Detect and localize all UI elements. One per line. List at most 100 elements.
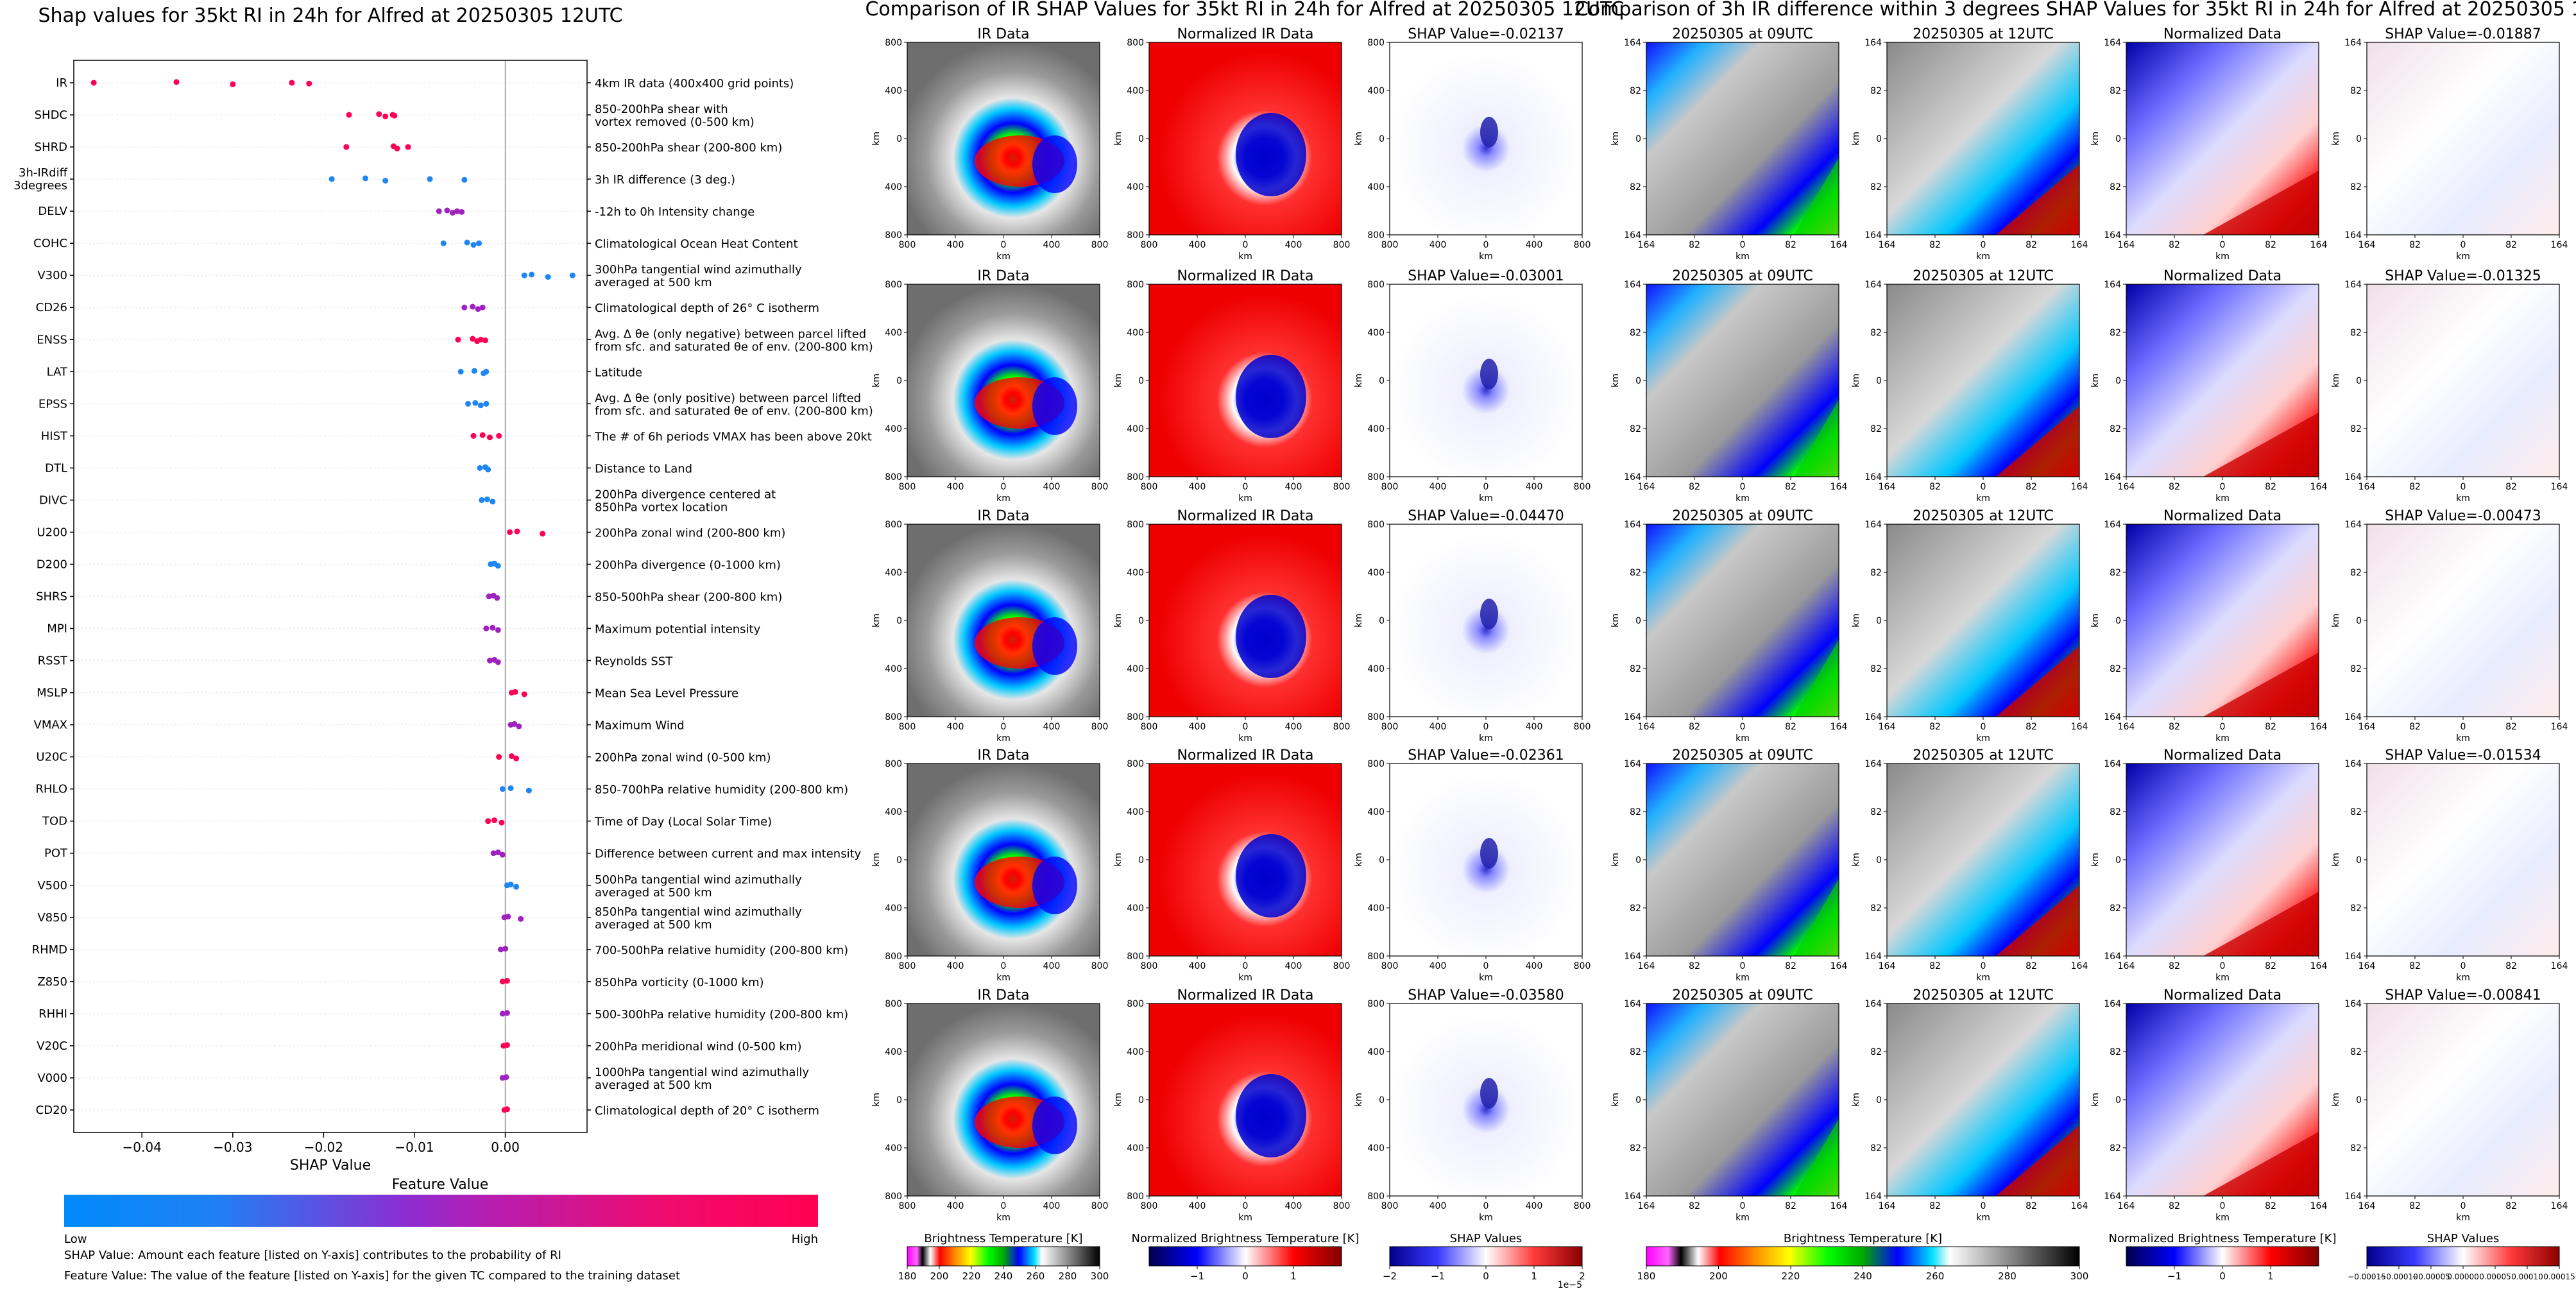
x-tick-label: 164 [2118, 1201, 2135, 1211]
y-tick-label: 82 [1870, 664, 1882, 674]
feature-description: Climatological depth of 26° C isotherm [595, 302, 819, 315]
x-tick-label: 400 [1429, 240, 1447, 250]
y-tick-label: 164 [1624, 952, 1641, 962]
x-axis-unit: km [1238, 252, 1252, 262]
x-tick-label: 82 [1785, 1201, 1796, 1211]
x-tick-label: 164 [1830, 961, 1848, 971]
y-tick-label: 164 [2104, 280, 2121, 290]
shap-point [436, 208, 442, 214]
colorbar-label-nbt2: Normalized Brightness Temperature [K] [2109, 1232, 2337, 1245]
x-tick-label: 164 [2551, 482, 2568, 492]
y-tick-label: 800 [1127, 952, 1144, 962]
x-tick-label: 164 [1879, 240, 1896, 250]
colorbar-tick-label: 200 [1709, 1270, 1728, 1282]
x-axis-unit: km [1479, 1213, 1493, 1223]
x-tick-label: 164 [1879, 961, 1896, 971]
colorbar-tick-label: −2 [1383, 1270, 1397, 1282]
x-tick-label: 164 [1830, 240, 1848, 250]
panel-title-t09: 20250305 at 09UTC [1672, 268, 1813, 284]
x-tick-label: 164 [2118, 961, 2135, 971]
y-axis-unit: km [1113, 373, 1123, 388]
y-tick-label: 164 [2104, 999, 2121, 1009]
y-tick-label: 0 [896, 1095, 902, 1105]
y-tick-label: 164 [1864, 38, 1882, 48]
x-tick-label: 0 [1001, 240, 1007, 250]
x-axis-unit: km [1736, 733, 1750, 744]
y-tick-label: 800 [885, 38, 902, 48]
shap-point [499, 978, 506, 985]
feature-name: RHLO [35, 783, 67, 796]
shap-point [477, 336, 484, 343]
feature-name: HIST [41, 429, 68, 443]
feature-description: averaged at 500 km [595, 1079, 712, 1092]
x-tick-label: 82 [1689, 240, 1700, 250]
x-tick-label: 82 [2409, 961, 2421, 971]
y-tick-label: 82 [2350, 903, 2362, 914]
shap-point [529, 271, 535, 278]
y-tick-label: 164 [1864, 230, 1882, 241]
x-tick-label: 82 [2026, 722, 2037, 732]
shap-point [363, 175, 369, 182]
shap-point [495, 627, 501, 633]
shap-point [495, 659, 501, 665]
x-tick-label: 82 [2265, 1201, 2276, 1211]
shap-point [475, 306, 481, 312]
x-tick-label: 82 [2409, 482, 2421, 492]
colorbar-tick-label: 220 [1782, 1270, 1800, 1282]
y-tick-label: 0 [1138, 376, 1144, 386]
x-axis-unit: km [2456, 493, 2470, 504]
feature-name: RHMD [32, 943, 67, 957]
shap-point [496, 754, 502, 760]
feature-description: Difference between current and max inten… [595, 848, 862, 861]
shap-point [90, 80, 97, 86]
warm-region [1996, 164, 2079, 235]
feature-description: -12h to 0h Intensity change [595, 205, 755, 219]
shap-point [504, 1106, 510, 1113]
x-tick-label: 400 [1285, 722, 1302, 732]
panel-title-norm: Normalized Data [2163, 987, 2282, 1003]
feature-description: Mean Sea Level Pressure [595, 687, 738, 701]
x-tick-label: 800 [1574, 961, 1591, 971]
panel-title-ir: IR Data [977, 987, 1029, 1003]
storm-band [1032, 1097, 1077, 1154]
y-tick-label: 82 [1630, 568, 1641, 578]
panel-title-t09: 20250305 at 09UTC [1672, 26, 1813, 42]
x-tick-label: 0 [1243, 722, 1249, 732]
x-tick-label: 800 [1574, 240, 1591, 250]
y-tick-label: 0 [2356, 616, 2362, 626]
x-axis-unit: km [1976, 493, 1990, 504]
y-axis-unit: km [871, 1093, 882, 1107]
x-tick-label: 82 [1929, 1201, 1941, 1211]
panel-title-t09: 20250305 at 09UTC [1672, 987, 1813, 1003]
y-tick-label: 82 [1630, 903, 1641, 914]
red-region [2203, 892, 2319, 956]
y-tick-label: 0 [1138, 1095, 1144, 1105]
x-tick-label: 82 [2026, 240, 2037, 250]
shap-point [516, 723, 522, 730]
x-tick-label: 164 [2358, 961, 2376, 971]
y-tick-label: 0 [1138, 855, 1144, 866]
colorbar-tick-label: 260 [1027, 1270, 1045, 1282]
shap-point [521, 272, 527, 278]
ir-comparison-title: Comparison of IR SHAP Values for 35kt RI… [865, 0, 1624, 21]
x-tick-label: 800 [1141, 961, 1158, 971]
shap-point [477, 402, 484, 409]
y-tick-label: 400 [1127, 664, 1144, 674]
x-tick-label: −0.04 [123, 1140, 162, 1155]
feature-description: Maximum potential intensity [595, 623, 761, 636]
x-tick-label: 164 [2551, 1201, 2568, 1211]
x-tick-label: 0 [1243, 961, 1249, 971]
x-tick-label: 400 [1526, 722, 1543, 732]
x-axis-unit: km [1238, 1213, 1252, 1223]
shap-point [454, 208, 461, 214]
y-tick-label: 164 [1864, 520, 1882, 530]
shap-point [502, 946, 509, 952]
x-tick-label: 800 [1381, 961, 1399, 971]
y-tick-label: 82 [1630, 807, 1641, 817]
feature-name: CD26 [36, 301, 67, 314]
x-tick-label: 400 [1189, 240, 1206, 250]
norm-core [1236, 1074, 1306, 1157]
x-tick-label: 164 [2071, 482, 2088, 492]
feature-name: DIVC [39, 493, 67, 507]
y-tick-label: 800 [1127, 520, 1144, 530]
